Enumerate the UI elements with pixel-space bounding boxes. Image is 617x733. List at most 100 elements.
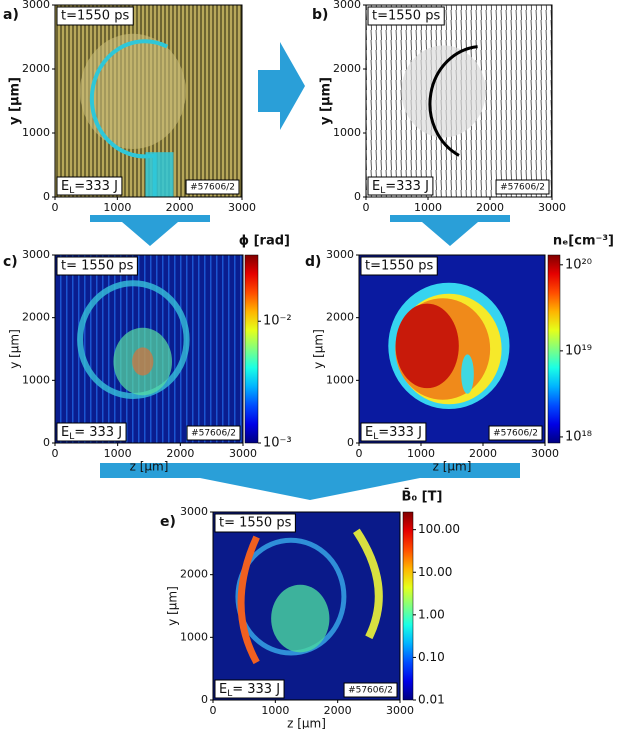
time-label: t= 1550 ps	[56, 256, 138, 276]
time-label-text: t=1550 ps	[61, 9, 129, 24]
image-feature	[145, 152, 174, 197]
energy-rest: =333 J	[378, 425, 422, 440]
time-label-box	[367, 6, 445, 26]
panel-label: a)	[3, 7, 19, 23]
energy-label-text: EL= 333 J	[219, 682, 280, 699]
y-tick-label: 0	[43, 436, 50, 449]
colorbar-tick-label: 10.00	[418, 565, 452, 579]
shot-label-text: #57606/2	[348, 686, 393, 696]
interferogram	[55, 5, 242, 197]
y-tick-label: 3000	[22, 0, 50, 11]
energy-sub: L	[380, 186, 385, 196]
y-tick-label: 1000	[333, 126, 361, 139]
x-tick-label: 1000	[104, 447, 132, 460]
heatmap	[359, 255, 545, 443]
colorbar-tick-label: 0.10	[418, 650, 445, 664]
y-tick-label: 1000	[326, 373, 354, 386]
image-feature	[77, 280, 190, 400]
colorbar	[402, 511, 414, 701]
shot-label-box	[488, 425, 543, 441]
y-axis-label: y [μm]	[312, 329, 326, 369]
shot-label-box	[185, 179, 240, 195]
energy-base: E	[372, 179, 380, 194]
panel: e) 0 1000 2000 3000 0 1000 2000 3000 y [μm] z [μm]…	[160, 488, 460, 730]
colorbar	[547, 254, 561, 444]
energy-label: EL= 333 J	[214, 679, 285, 699]
y-tick-label: 2000	[22, 311, 50, 324]
x-tick-label: 0	[210, 704, 217, 717]
energy-rest: = 333 J	[74, 425, 122, 440]
arrows	[90, 42, 520, 500]
image-feature	[237, 535, 260, 665]
energy-sub: L	[373, 432, 378, 442]
x-tick-label: 1000	[261, 704, 289, 717]
image-feature	[89, 39, 169, 197]
energy-label: EL=333 J	[56, 176, 123, 196]
y-tick-label: 0	[43, 190, 50, 203]
energy-rest: =333 J	[385, 179, 429, 194]
y-tick-label: 1000	[22, 373, 50, 386]
y-tick-label: 3000	[326, 248, 354, 261]
energy-label-box	[360, 422, 427, 442]
time-label-box	[56, 6, 134, 26]
arrow-right	[258, 42, 305, 130]
panel-label: d)	[305, 254, 321, 270]
panel: a) 0 1000 2000 3000 0 1000 2000 3000 y [μm] t=1550…	[3, 0, 256, 214]
panel: d) 0 1000 2000 3000 0 1000 2000 3000 y [μm] z [μm]…	[305, 234, 614, 474]
energy-sub: L	[69, 432, 74, 442]
time-label-text: t=1550 ps	[365, 259, 433, 274]
axes-frame	[54, 254, 244, 444]
colorbar-tick-label: 10¹⁹	[565, 343, 592, 358]
colorbar-label: ϕ [rad]	[239, 234, 290, 249]
x-tick-label: 2000	[469, 447, 497, 460]
energy-label: EL=333 J	[360, 422, 427, 442]
energy-label: EL= 333 J	[56, 422, 127, 442]
energy-rest: =333 J	[74, 179, 118, 194]
y-tick-label: 2000	[22, 62, 50, 75]
y-tick-label: 3000	[333, 0, 361, 11]
x-tick-label: 0	[52, 447, 59, 460]
colorbar-tick-label: 100.00	[418, 522, 460, 536]
energy-base: E	[61, 179, 69, 194]
shot-label: #57606/2	[343, 682, 398, 698]
energy-base: E	[365, 425, 373, 440]
shot-label-box	[186, 425, 241, 441]
y-tick-label: 0	[354, 190, 361, 203]
x-tick-label: 3000	[538, 201, 566, 214]
time-label: t= 1550 ps	[214, 513, 296, 533]
y-tick-label: 1000	[22, 126, 50, 139]
colorbar-tick-label: 10¹⁸	[565, 429, 592, 444]
energy-sub: L	[227, 689, 232, 699]
image-feature	[353, 528, 383, 640]
time-label-text: t=1550 ps	[372, 9, 440, 24]
x-axis-label: z [μm]	[130, 460, 169, 474]
time-label-text: t= 1550 ps	[61, 259, 134, 274]
panel: b) 0 1000 2000 3000 0 1000 2000 3000 y [μm] t=1550…	[312, 0, 566, 214]
arrow-down-left	[90, 215, 210, 246]
energy-label-text: EL=333 J	[372, 179, 429, 196]
shot-label: #57606/2	[186, 425, 241, 441]
y-tick-label: 0	[347, 436, 354, 449]
x-tick-label: 3000	[386, 704, 414, 717]
image-feature	[428, 45, 478, 157]
heatmap	[213, 512, 400, 700]
time-label: t=1550 ps	[360, 256, 438, 276]
x-axis-label: z [μm]	[287, 717, 326, 730]
energy-label-box	[367, 176, 434, 196]
energy-label: EL=333 J	[367, 176, 434, 196]
y-tick-label: 0	[201, 693, 208, 706]
shot-label-box	[495, 179, 550, 195]
interferogram	[366, 5, 552, 197]
time-label: t=1550 ps	[56, 6, 134, 26]
arrow-down-right	[390, 215, 510, 246]
y-tick-label: 3000	[180, 505, 208, 518]
shot-label-text: #57606/2	[493, 429, 538, 439]
y-axis-label: y [μm]	[319, 77, 334, 125]
image-feature	[132, 347, 154, 376]
energy-label-text: EL= 333 J	[61, 425, 122, 442]
y-axis-label: y [μm]	[8, 77, 23, 125]
shot-label-text: #57606/2	[500, 183, 545, 193]
shot-label-text: #57606/2	[191, 429, 236, 439]
axes-frame	[365, 4, 553, 198]
time-label-box	[214, 513, 296, 533]
